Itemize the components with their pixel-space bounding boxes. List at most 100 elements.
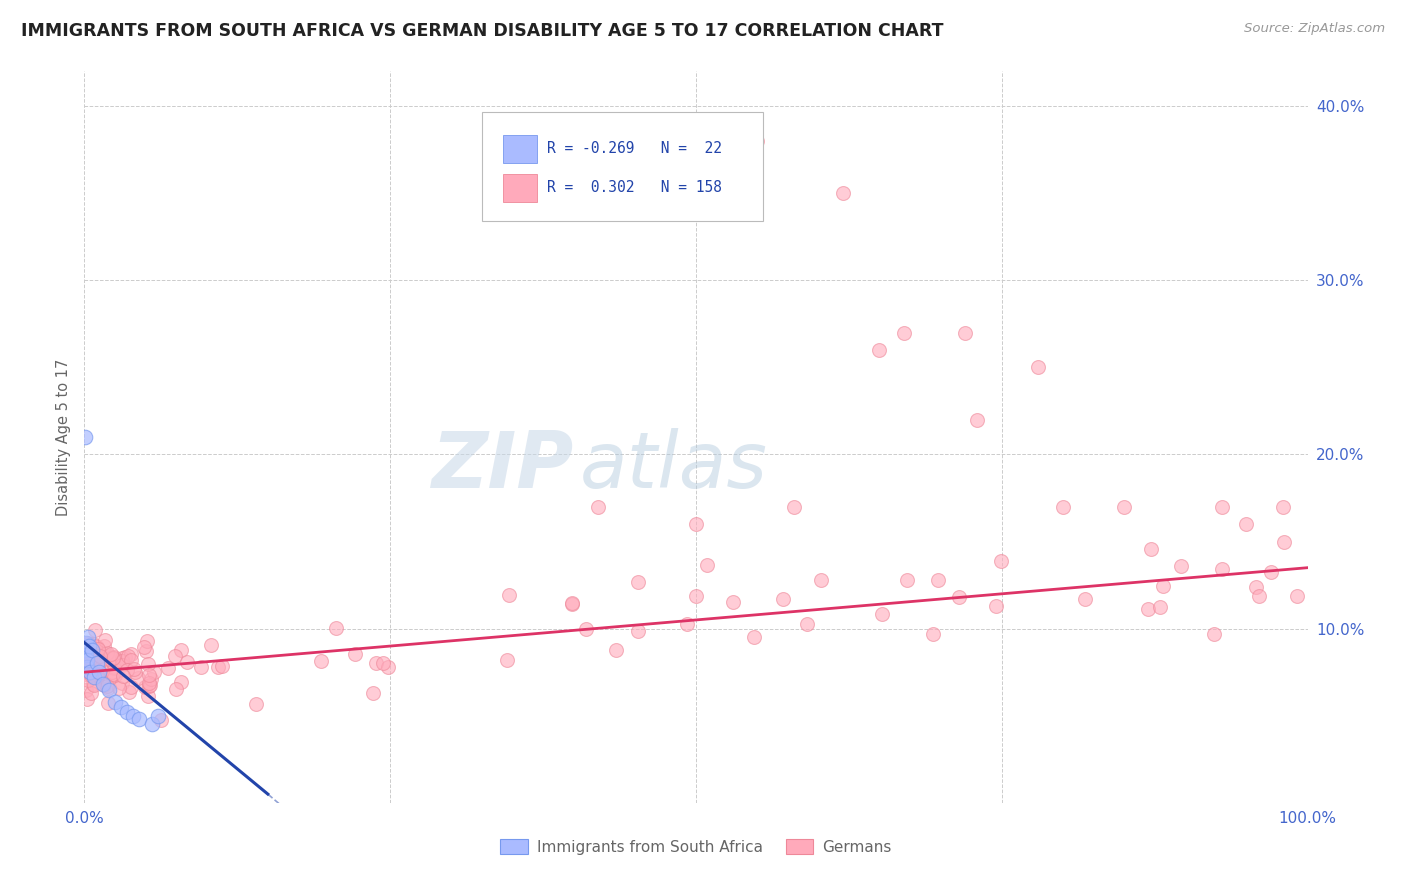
Point xyxy=(561,597,583,611)
Text: Source: ZipAtlas.com: Source: ZipAtlas.com xyxy=(1244,22,1385,36)
Point xyxy=(108,681,131,696)
Point xyxy=(98,648,121,663)
Point xyxy=(75,665,97,679)
Point xyxy=(200,638,222,652)
Point xyxy=(114,649,136,664)
Point xyxy=(627,624,650,638)
Point xyxy=(1285,589,1308,603)
Point xyxy=(1052,500,1074,514)
Point xyxy=(1114,500,1136,514)
Point xyxy=(75,635,97,649)
Point xyxy=(118,684,141,698)
Point xyxy=(77,637,100,651)
Point xyxy=(100,665,122,680)
Point xyxy=(922,627,945,641)
Point xyxy=(1249,589,1271,603)
Bar xyxy=(503,135,537,163)
Point xyxy=(139,672,162,686)
Point xyxy=(75,648,97,662)
Point xyxy=(110,657,132,672)
Point xyxy=(103,660,125,674)
Point xyxy=(1152,579,1174,593)
Point xyxy=(94,632,117,647)
Point xyxy=(75,656,97,670)
Point xyxy=(984,599,1007,613)
Point xyxy=(676,617,699,632)
Point xyxy=(371,657,394,671)
Point xyxy=(138,676,160,690)
Point xyxy=(139,678,162,692)
Point xyxy=(810,573,832,587)
Point xyxy=(927,573,949,587)
Point xyxy=(325,621,347,635)
Point xyxy=(309,654,332,668)
Point xyxy=(1170,558,1192,573)
Point xyxy=(90,664,112,678)
Point xyxy=(721,595,744,609)
Point xyxy=(96,646,118,660)
Point xyxy=(77,647,100,661)
Point xyxy=(77,673,100,688)
Point xyxy=(117,664,139,678)
Point xyxy=(627,574,650,589)
Point xyxy=(79,652,101,666)
Point xyxy=(91,677,114,691)
Point xyxy=(561,595,583,609)
Point xyxy=(84,647,107,661)
Point xyxy=(83,670,105,684)
Point xyxy=(90,648,112,662)
Point xyxy=(83,623,105,637)
Point xyxy=(110,700,132,714)
Point xyxy=(869,343,891,357)
Text: R = -0.269   N =  22: R = -0.269 N = 22 xyxy=(547,142,721,156)
Point xyxy=(124,662,146,676)
Point xyxy=(170,675,193,690)
Point xyxy=(149,713,172,727)
Point xyxy=(377,660,399,674)
Point xyxy=(96,680,118,694)
Text: atlas: atlas xyxy=(579,428,768,504)
Point xyxy=(86,659,108,673)
Point xyxy=(498,588,520,602)
Point xyxy=(75,430,97,444)
Point xyxy=(83,650,105,665)
Point xyxy=(80,657,103,672)
Point xyxy=(75,657,97,671)
Point xyxy=(135,634,157,648)
Point xyxy=(111,676,134,690)
Point xyxy=(132,640,155,655)
Point xyxy=(685,517,707,532)
Point xyxy=(103,650,125,665)
Point xyxy=(135,644,157,658)
Point xyxy=(138,690,160,704)
Point xyxy=(1074,592,1097,607)
Point xyxy=(138,668,160,682)
Point xyxy=(1260,565,1282,579)
Point xyxy=(103,667,125,681)
Point xyxy=(1236,517,1258,532)
Legend: Immigrants from South Africa, Germans: Immigrants from South Africa, Germans xyxy=(494,833,898,861)
Point xyxy=(783,500,806,514)
Point xyxy=(124,665,146,680)
Point xyxy=(796,616,818,631)
Point xyxy=(831,186,853,201)
Point xyxy=(1149,600,1171,615)
Point xyxy=(83,648,105,663)
Point xyxy=(1028,360,1050,375)
Point xyxy=(75,662,97,676)
Point xyxy=(127,671,149,685)
Point xyxy=(170,643,193,657)
Point xyxy=(138,679,160,693)
Point xyxy=(93,678,115,692)
Point xyxy=(104,667,127,681)
Point xyxy=(111,668,134,682)
Text: IMMIGRANTS FROM SOUTH AFRICA VS GERMAN DISABILITY AGE 5 TO 17 CORRELATION CHART: IMMIGRANTS FROM SOUTH AFRICA VS GERMAN D… xyxy=(21,22,943,40)
Point xyxy=(89,648,111,663)
Point xyxy=(1204,627,1226,641)
Point xyxy=(86,668,108,682)
Point xyxy=(89,654,111,668)
Point xyxy=(364,656,387,670)
Point xyxy=(80,642,103,657)
Point xyxy=(77,657,100,672)
Point xyxy=(1272,534,1295,549)
